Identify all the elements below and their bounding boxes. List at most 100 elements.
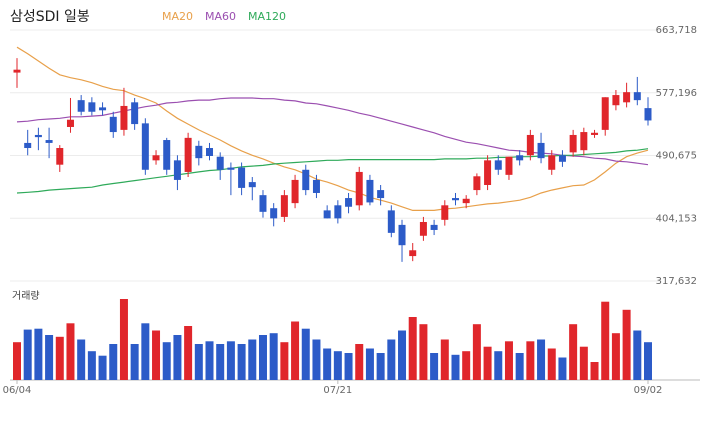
candle-body	[537, 142, 545, 159]
candle-body	[591, 132, 599, 135]
candle-body	[612, 95, 620, 106]
chart-title: 삼성SDI 일봉	[10, 9, 90, 25]
candle-body	[238, 167, 246, 188]
volume-bar	[430, 353, 439, 380]
legend-label: MA120	[248, 10, 286, 23]
candle-body	[109, 116, 117, 133]
volume-bar	[590, 362, 599, 380]
volume-bar	[87, 351, 96, 380]
candle-body	[526, 134, 534, 156]
volume-bar	[194, 344, 203, 380]
volume-bar	[579, 346, 588, 380]
candle-body	[484, 160, 492, 185]
volume-bar	[280, 342, 289, 380]
candle-body	[430, 224, 438, 230]
candle-body	[270, 208, 278, 219]
volume-bar	[323, 348, 332, 380]
y-tick-label: 577,196	[656, 88, 697, 99]
candle-body	[558, 155, 566, 162]
candle-body	[99, 107, 107, 111]
candle-body	[387, 210, 395, 233]
volume-bar	[258, 335, 267, 380]
volume-bar	[537, 339, 546, 380]
volume-bar	[365, 348, 374, 380]
volume-bar	[269, 333, 278, 380]
volume-bar	[237, 344, 246, 380]
volume-bar	[216, 344, 225, 380]
candle-body	[24, 142, 32, 149]
volume-bar	[408, 317, 417, 380]
volume-bar	[98, 355, 107, 380]
candle-body	[398, 224, 406, 246]
candle-body	[66, 119, 74, 127]
candle-body	[120, 105, 128, 130]
volume-bar	[644, 342, 652, 380]
volume-bar	[45, 335, 54, 380]
volume-bar	[248, 339, 257, 380]
y-tick-label: 663,718	[656, 25, 697, 36]
candle-body	[462, 198, 470, 204]
candle-body	[291, 179, 299, 204]
volume-bar	[205, 341, 214, 380]
volume-bar	[504, 341, 513, 380]
volume-bar	[13, 342, 21, 380]
volume-bar	[77, 339, 86, 380]
volume-bar	[333, 351, 342, 380]
volume-bar	[483, 346, 492, 380]
volume-bar	[622, 309, 631, 380]
y-tick-label: 317,632	[656, 276, 697, 287]
candle-body	[259, 195, 267, 212]
ma-line	[16, 46, 649, 211]
volume-bar	[355, 344, 364, 380]
volume-bar	[515, 353, 524, 380]
candle-body	[516, 155, 524, 161]
volume-bar	[66, 323, 75, 380]
x-tick-label: 07/21	[323, 385, 352, 396]
y-tick-label: 404,153	[656, 213, 697, 224]
volume-bar	[34, 328, 43, 380]
candle-body	[323, 210, 331, 219]
candle-body	[45, 140, 53, 143]
candle-body	[227, 167, 235, 170]
volume-bar	[451, 354, 460, 380]
candle-body	[580, 132, 588, 151]
volume-bar	[569, 324, 578, 380]
candle-body	[601, 97, 609, 130]
candle-body	[195, 145, 203, 159]
candle-body	[152, 155, 160, 161]
candle-body	[633, 92, 641, 101]
volume-bar	[462, 351, 471, 380]
volume-bar	[633, 330, 642, 380]
candle-body	[644, 108, 652, 121]
volume-bar	[226, 341, 235, 380]
candle-body	[131, 102, 139, 125]
volume-label: 거래량	[12, 290, 40, 302]
candle-body	[623, 92, 631, 103]
volume-bar	[376, 353, 385, 380]
volume-bar	[162, 342, 171, 380]
candle-body	[366, 179, 374, 203]
volume-bar	[494, 351, 503, 380]
candle-body	[355, 171, 363, 206]
volume-bar	[184, 326, 193, 380]
volume-bar	[547, 348, 556, 380]
candle-body	[34, 134, 42, 138]
candle-body	[334, 205, 342, 219]
legend-label: MA20	[162, 10, 193, 23]
candle-body	[377, 190, 385, 199]
candle-body	[206, 148, 214, 156]
volume-bar	[558, 357, 567, 380]
candle-body	[494, 160, 502, 170]
volume-bar	[119, 299, 128, 380]
candle-body	[345, 198, 353, 207]
volume-bar	[152, 330, 161, 380]
candle-body	[173, 160, 181, 180]
candle-body	[248, 182, 256, 188]
legend-label: MA60	[205, 10, 236, 23]
candle-body	[13, 69, 21, 73]
candle-body	[216, 156, 224, 170]
candle-body	[441, 205, 449, 220]
candle-body	[473, 176, 481, 191]
x-tick-label: 06/04	[3, 385, 32, 396]
